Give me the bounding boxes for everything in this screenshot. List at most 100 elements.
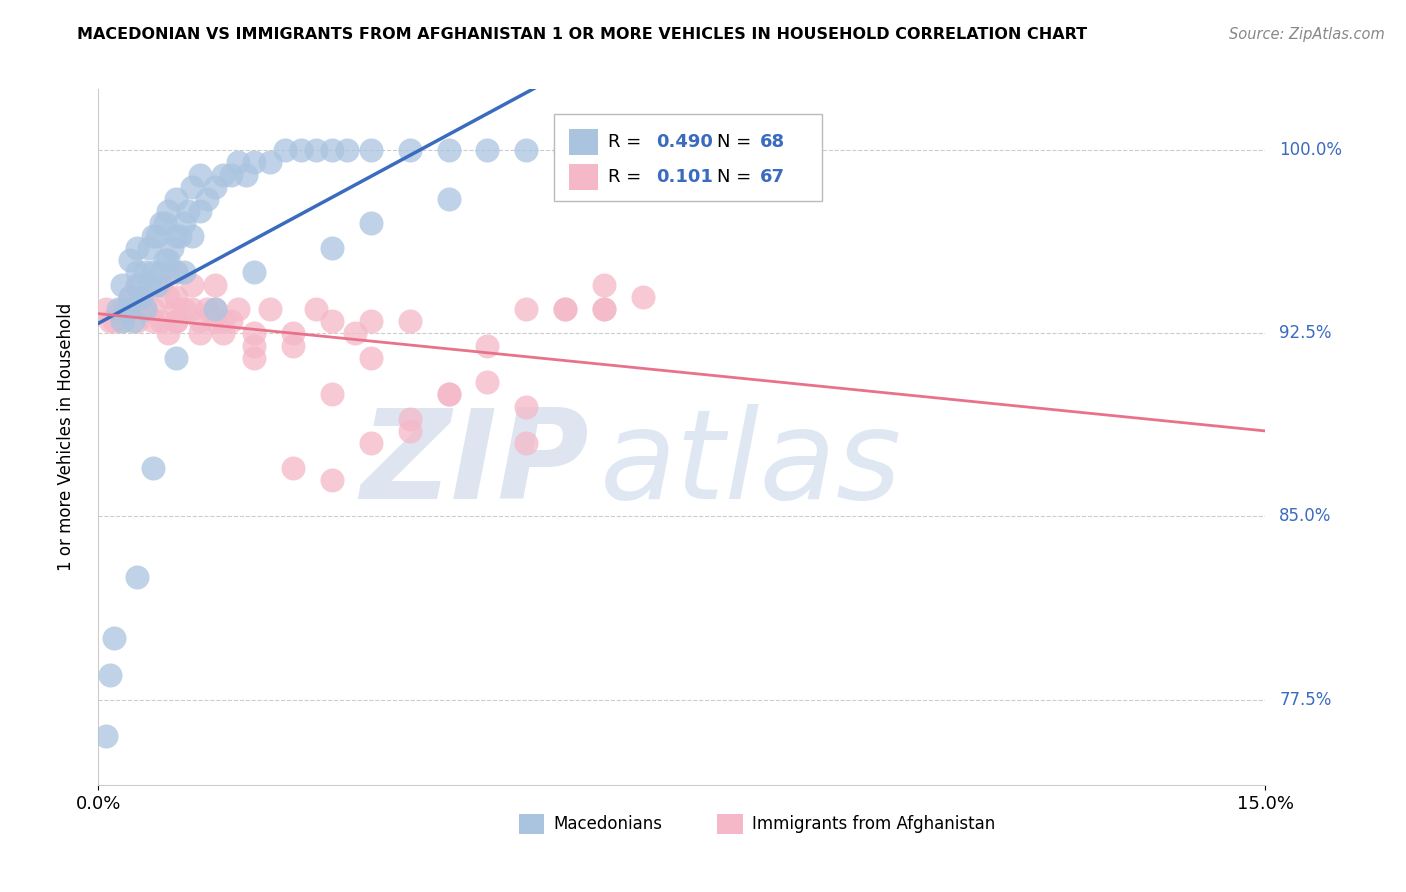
Point xyxy=(127,277,149,292)
Y-axis label: 1 or more Vehicles in Household: 1 or more Vehicles in Household xyxy=(56,303,75,571)
Point xyxy=(281,460,304,475)
Point xyxy=(360,314,382,328)
Point xyxy=(515,400,537,414)
FancyBboxPatch shape xyxy=(717,814,742,834)
Point xyxy=(243,326,266,341)
FancyBboxPatch shape xyxy=(568,163,598,190)
Point xyxy=(281,338,304,352)
Point xyxy=(127,314,149,328)
Text: R =: R = xyxy=(609,168,647,186)
Point xyxy=(142,265,165,279)
Text: 92.5%: 92.5% xyxy=(1279,325,1331,343)
Point xyxy=(344,326,367,341)
Point xyxy=(188,326,211,341)
Point xyxy=(103,314,125,328)
Point xyxy=(165,290,187,304)
Text: atlas: atlas xyxy=(600,404,903,525)
Point xyxy=(127,241,149,255)
Point xyxy=(259,155,281,169)
Point xyxy=(96,729,118,743)
Point xyxy=(173,265,195,279)
Point xyxy=(321,241,343,255)
Point xyxy=(138,241,160,255)
Point xyxy=(554,301,576,316)
Point xyxy=(593,301,616,316)
Point xyxy=(180,277,202,292)
Point xyxy=(437,387,460,401)
Point xyxy=(321,387,343,401)
Point xyxy=(212,168,235,182)
Point xyxy=(398,411,420,425)
Point xyxy=(204,179,226,194)
Text: R =: R = xyxy=(609,133,647,151)
Point xyxy=(228,301,250,316)
Point xyxy=(195,192,218,206)
Point xyxy=(134,301,156,316)
Point xyxy=(593,301,616,316)
Point xyxy=(437,387,460,401)
Point xyxy=(127,570,149,584)
Point xyxy=(177,204,200,219)
Point xyxy=(398,143,420,157)
Point xyxy=(118,301,141,316)
Point xyxy=(165,228,187,243)
Point xyxy=(134,301,156,316)
Text: N =: N = xyxy=(717,133,756,151)
Point xyxy=(515,436,537,450)
Point xyxy=(165,351,187,365)
Point xyxy=(142,314,165,328)
Point xyxy=(360,351,382,365)
Point xyxy=(127,277,149,292)
Point xyxy=(477,338,499,352)
Point xyxy=(281,326,304,341)
Point xyxy=(477,143,499,157)
Point xyxy=(243,351,266,365)
Text: N =: N = xyxy=(717,168,756,186)
Point xyxy=(157,204,180,219)
Point xyxy=(103,632,125,646)
Point xyxy=(153,253,176,268)
Point xyxy=(134,265,156,279)
Point xyxy=(593,168,616,182)
Point xyxy=(180,179,202,194)
Point xyxy=(129,290,152,304)
Text: 67: 67 xyxy=(761,168,785,186)
Point xyxy=(165,314,187,328)
Point xyxy=(631,290,654,304)
Point xyxy=(219,314,242,328)
Point xyxy=(118,290,141,304)
Point xyxy=(398,424,420,438)
Point xyxy=(219,168,242,182)
Text: MACEDONIAN VS IMMIGRANTS FROM AFGHANISTAN 1 OR MORE VEHICLES IN HOUSEHOLD CORREL: MACEDONIAN VS IMMIGRANTS FROM AFGHANISTA… xyxy=(77,27,1087,42)
Point xyxy=(204,277,226,292)
Point xyxy=(321,143,343,157)
Point xyxy=(290,143,312,157)
Point xyxy=(146,277,169,292)
Point xyxy=(153,217,176,231)
Point xyxy=(138,277,160,292)
Point xyxy=(180,301,202,316)
Text: 0.101: 0.101 xyxy=(657,168,713,186)
Point xyxy=(157,290,180,304)
Point xyxy=(134,290,156,304)
Point xyxy=(212,326,235,341)
Point xyxy=(188,204,211,219)
Point xyxy=(554,301,576,316)
Point xyxy=(360,217,382,231)
Point xyxy=(173,301,195,316)
Point xyxy=(149,265,172,279)
Point xyxy=(173,217,195,231)
Point xyxy=(118,290,141,304)
Point xyxy=(111,301,134,316)
Point xyxy=(204,301,226,316)
Point xyxy=(111,314,134,328)
Point xyxy=(593,277,616,292)
Text: ZIP: ZIP xyxy=(360,404,589,525)
Point xyxy=(274,143,297,157)
Text: Source: ZipAtlas.com: Source: ZipAtlas.com xyxy=(1229,27,1385,42)
Point xyxy=(157,326,180,341)
Point xyxy=(165,192,187,206)
Point xyxy=(169,228,191,243)
Point xyxy=(243,155,266,169)
Point xyxy=(157,253,180,268)
